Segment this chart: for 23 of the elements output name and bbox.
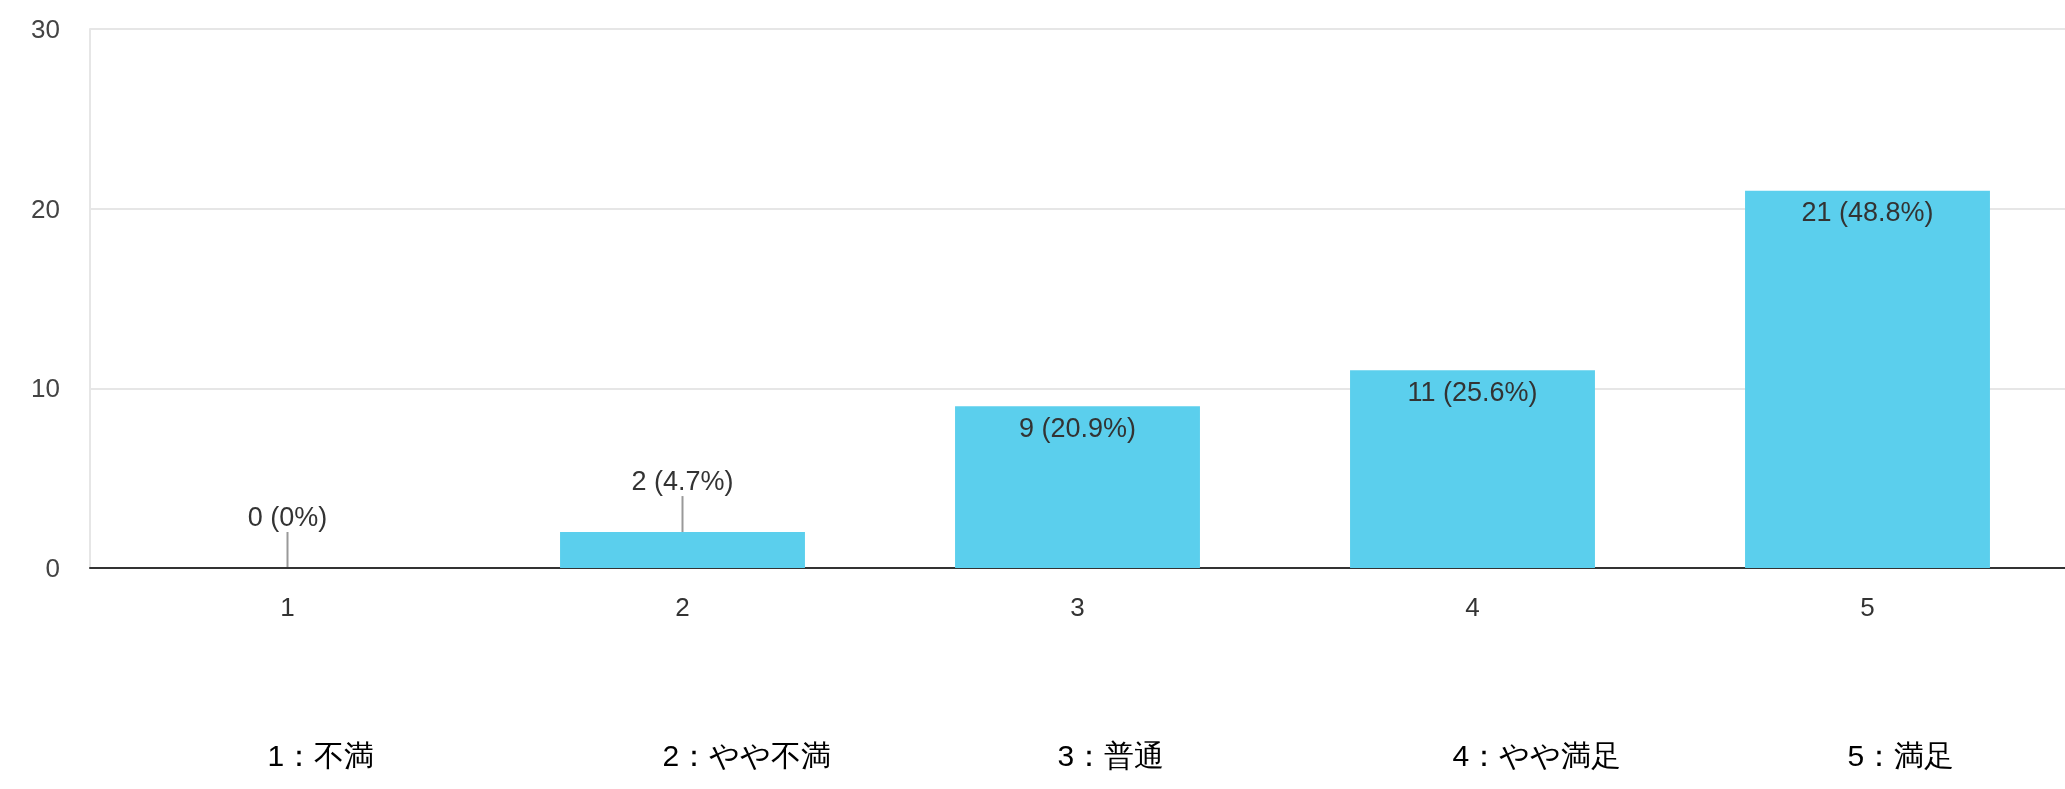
data-label: 21 (48.8%) bbox=[1801, 197, 1934, 228]
bar bbox=[1350, 370, 1595, 568]
text: 4：やや満足 bbox=[1452, 738, 1622, 772]
y-tick-label: 0 bbox=[45, 553, 60, 583]
x-tick-label: 3 bbox=[1070, 592, 1085, 622]
data-label: 2 (4.7%) bbox=[631, 465, 734, 496]
y-tick-label: 10 bbox=[31, 373, 60, 404]
bar bbox=[1745, 190, 1990, 568]
data-label: 11 (25.6%) bbox=[1407, 376, 1538, 407]
data-label: 0 (0%) bbox=[247, 501, 328, 532]
x-tick-label: 5 bbox=[1860, 592, 1875, 622]
x-tick-label: 2 bbox=[675, 592, 690, 622]
text: 3：普通 bbox=[1057, 738, 1165, 772]
x-tick-label: 4 bbox=[1465, 592, 1480, 622]
x-tick-label: 1 bbox=[280, 592, 295, 622]
bar bbox=[560, 532, 805, 568]
text: 5：満足 bbox=[1847, 738, 1955, 772]
bar bbox=[955, 406, 1200, 568]
y-tick-label: 20 bbox=[31, 193, 60, 224]
text: 1：不満 bbox=[267, 738, 375, 772]
data-label: 9 (20.9%) bbox=[1018, 412, 1137, 443]
y-tick-label: 30 bbox=[31, 14, 60, 44]
text: 2：やや不満 bbox=[662, 738, 832, 772]
